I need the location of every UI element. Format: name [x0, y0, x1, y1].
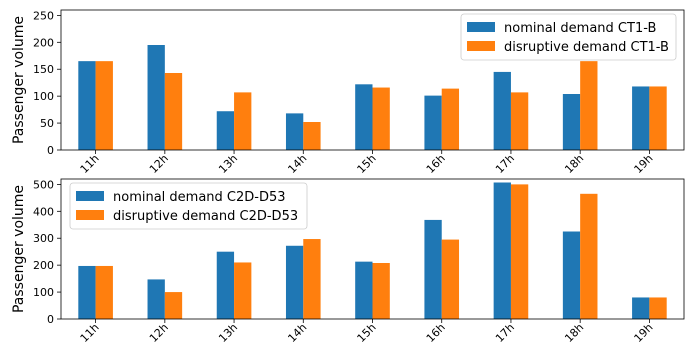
- bar-disruptive-11h: [95, 61, 113, 150]
- bar-nominal-18h: [562, 231, 581, 319]
- legend-box: [69, 182, 308, 230]
- legend-swatch-disruptive: [467, 41, 495, 51]
- x-tick-label: 15h: [355, 152, 379, 176]
- bottom-chart-panel: 0 100 200 300 400 500 11h 12h 13h 14h 15h 16h 17h 18h…: [11, 178, 685, 345]
- bar-disruptive-18h: [580, 61, 598, 150]
- y-tick-label: 400: [33, 205, 54, 218]
- bar-disruptive-19h: [649, 86, 667, 150]
- bar-nominal-17h: [493, 182, 511, 319]
- bar-disruptive-12h: [164, 73, 183, 150]
- x-tick-label: 14h: [285, 152, 309, 176]
- legend-label-disruptive: disruptive demand C2D-D53: [113, 209, 298, 224]
- bar-nominal-16h: [424, 95, 442, 150]
- bar-disruptive-18h: [580, 193, 598, 319]
- bar-nominal-13h: [216, 251, 235, 319]
- bar-disruptive-14h: [303, 239, 321, 319]
- bar-nominal-14h: [285, 245, 304, 319]
- bar-disruptive-13h: [234, 92, 252, 150]
- bar-nominal-13h: [216, 111, 235, 150]
- bar-disruptive-12h: [164, 292, 183, 319]
- x-tick-label: 11h: [78, 152, 102, 176]
- x-tick-label: 11h: [78, 321, 102, 345]
- y-tick-label: 50: [40, 117, 54, 130]
- bar-nominal-12h: [147, 45, 165, 150]
- x-tick-label: 14h: [285, 321, 309, 345]
- y-tick-label: 300: [33, 232, 54, 245]
- y-tick-label: 0: [47, 144, 54, 157]
- legend-label-nominal: nominal demand C2D-D53: [113, 190, 286, 205]
- x-tick-label: 13h: [216, 152, 240, 176]
- legend-swatch-disruptive: [76, 210, 104, 220]
- x-tick-label: 16h: [424, 321, 448, 345]
- y-axis-label: Passenger volume: [11, 16, 27, 144]
- legend-box: [460, 13, 677, 61]
- bar-nominal-16h: [424, 219, 442, 319]
- x-tick-label: 12h: [147, 321, 171, 345]
- y-tick-label: 200: [33, 259, 54, 272]
- bar-nominal-19h: [632, 86, 650, 150]
- bar-disruptive-14h: [303, 122, 321, 150]
- x-tick-label: 16h: [424, 152, 448, 176]
- bar-nominal-15h: [355, 261, 373, 319]
- bar-disruptive-11h: [95, 265, 113, 319]
- legend-swatch-nominal: [467, 22, 495, 32]
- bar-disruptive-16h: [441, 88, 460, 150]
- y-tick-label: 200: [33, 36, 54, 49]
- bar-nominal-14h: [285, 113, 304, 150]
- bar-nominal-11h: [78, 61, 96, 150]
- x-tick-label: 13h: [216, 321, 240, 345]
- x-tick-label: 18h: [562, 152, 586, 176]
- x-tick-label: 17h: [493, 321, 517, 345]
- bar-disruptive-17h: [510, 184, 529, 319]
- x-tick-label: 19h: [632, 321, 656, 345]
- bar-disruptive-15h: [372, 87, 390, 150]
- bar-nominal-12h: [147, 279, 165, 319]
- x-tick-label: 18h: [562, 321, 586, 345]
- y-tick-label: 0: [47, 313, 54, 326]
- y-tick-label: 100: [33, 286, 54, 299]
- bar-nominal-17h: [493, 71, 511, 150]
- legend-label-nominal: nominal demand CT1-B: [504, 21, 656, 36]
- bar-disruptive-13h: [234, 262, 252, 319]
- x-tick-label: 12h: [147, 152, 171, 176]
- x-tick-label: 15h: [355, 321, 379, 345]
- bar-disruptive-15h: [372, 263, 390, 319]
- bar-disruptive-17h: [510, 92, 529, 150]
- bar-nominal-18h: [562, 94, 581, 150]
- y-tick-label: 150: [33, 63, 54, 76]
- legend-swatch-nominal: [76, 191, 104, 201]
- x-tick-label: 19h: [632, 152, 656, 176]
- bar-nominal-19h: [632, 297, 650, 319]
- y-tick-label: 250: [33, 9, 54, 22]
- legend-label-disruptive: disruptive demand CT1-B: [504, 40, 669, 55]
- top-chart-panel: 0 50 100 150 200 250 11h 12h 13h 14h 15h 16h 17h 18h 1…: [11, 9, 685, 176]
- x-tick-label: 17h: [493, 152, 517, 176]
- bar-disruptive-16h: [441, 239, 460, 319]
- y-tick-label: 100: [33, 90, 54, 103]
- y-axis-label: Passenger volume: [11, 185, 27, 313]
- bar-nominal-15h: [355, 84, 373, 150]
- bar-disruptive-19h: [649, 297, 667, 319]
- y-tick-label: 500: [33, 178, 54, 191]
- bar-nominal-11h: [78, 265, 96, 319]
